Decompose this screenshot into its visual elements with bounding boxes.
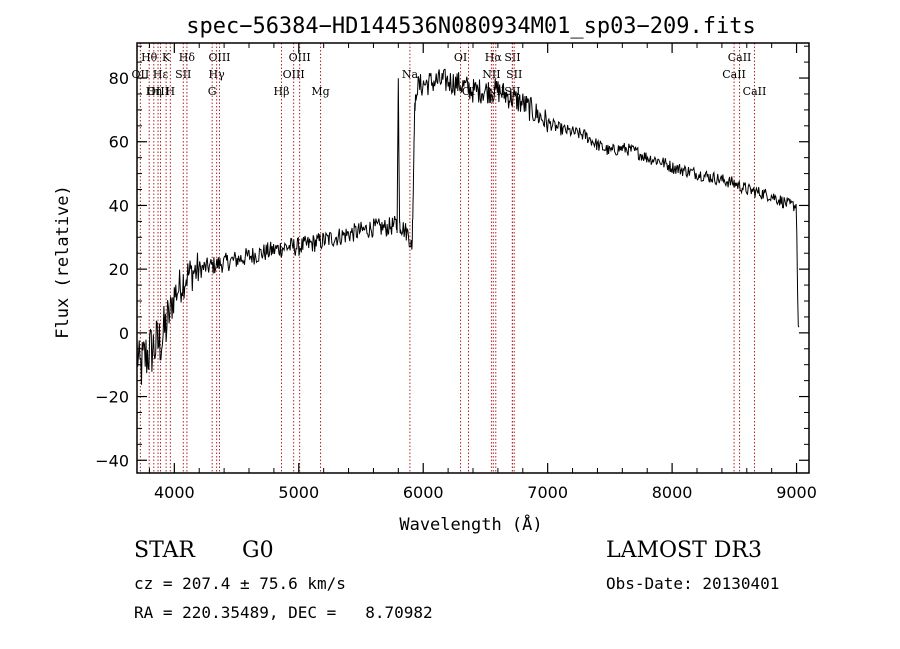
- object-subclass: G0: [242, 538, 274, 563]
- line-markers: Hθ OII OIII Hε Hη K H Hδ SII OIII Hγ G OIII OIII Hβ Mg N…: [132, 43, 767, 473]
- marker-label-13: OIII: [283, 68, 305, 81]
- y-tick-label-1: −20: [95, 388, 129, 407]
- plot-frame: [136, 42, 810, 474]
- x-tick-label-3: 7000: [527, 483, 568, 502]
- marker-label-27: CaII: [743, 85, 767, 98]
- y-tick-label-5: 60: [109, 133, 129, 152]
- marker-label-4: Hη: [146, 85, 162, 98]
- marker-label-10: Hγ: [209, 68, 226, 81]
- marker-label-8: SII: [175, 68, 191, 81]
- y-tick-label-4: 40: [109, 196, 129, 215]
- marker-label-11: G: [208, 85, 217, 98]
- spectrum-line: [136, 68, 800, 385]
- marker-label-26: CaII: [722, 68, 746, 81]
- redshift-info: cz = 207.4 ± 75.6 km/s: [134, 574, 346, 593]
- marker-label-19: Hα: [485, 51, 503, 64]
- chart-title: spec−56384−HD144536N080934M01_sp03−209.f…: [186, 14, 756, 39]
- marker-label-0: Hθ: [141, 51, 158, 64]
- marker-label-12: OIII: [289, 51, 311, 64]
- marker-label-15: Mg: [311, 85, 329, 98]
- marker-label-7: Hδ: [179, 51, 196, 64]
- marker-label-20: NII: [482, 68, 500, 81]
- x-tick-label-5: 9000: [776, 483, 817, 502]
- x-tick-label-1: 5000: [278, 483, 319, 502]
- coordinates: RA = 220.35489, DEC = 8.70982: [134, 603, 433, 622]
- y-tick-label-3: 20: [109, 260, 129, 279]
- x-tick-label-2: 6000: [403, 483, 444, 502]
- marker-label-14: Hβ: [274, 85, 290, 98]
- y-tick-label-6: 80: [109, 69, 129, 88]
- survey-label: LAMOST DR3: [606, 538, 762, 563]
- y-tick-label-2: 0: [119, 324, 129, 343]
- marker-label-23: SII: [506, 68, 522, 81]
- x-axis-label: Wavelength (Å): [399, 513, 542, 535]
- y-axis: −40 −20 0 20 40 60 80: [95, 45, 809, 470]
- object-class: STAR: [134, 538, 195, 563]
- marker-label-5: K: [162, 51, 171, 64]
- x-axis: 4000 5000 6000 7000 8000 9000: [148, 43, 817, 502]
- marker-label-2: OIII: [147, 85, 169, 98]
- y-tick-label-0: −40: [95, 451, 129, 470]
- obs-date: Obs-Date: 20130401: [606, 574, 780, 593]
- marker-label-25: CaII: [728, 51, 752, 64]
- x-tick-label-4: 8000: [652, 483, 693, 502]
- marker-label-9: OIII: [208, 51, 230, 64]
- marker-label-6: H: [166, 85, 176, 98]
- y-axis-label: Flux (relative): [53, 185, 73, 339]
- marker-label-3: Hε: [153, 68, 169, 81]
- marker-label-17: OI: [454, 51, 467, 64]
- marker-label-1: OII: [132, 68, 150, 81]
- x-tick-label-0: 4000: [154, 483, 195, 502]
- marker-label-16: Na: [402, 68, 419, 81]
